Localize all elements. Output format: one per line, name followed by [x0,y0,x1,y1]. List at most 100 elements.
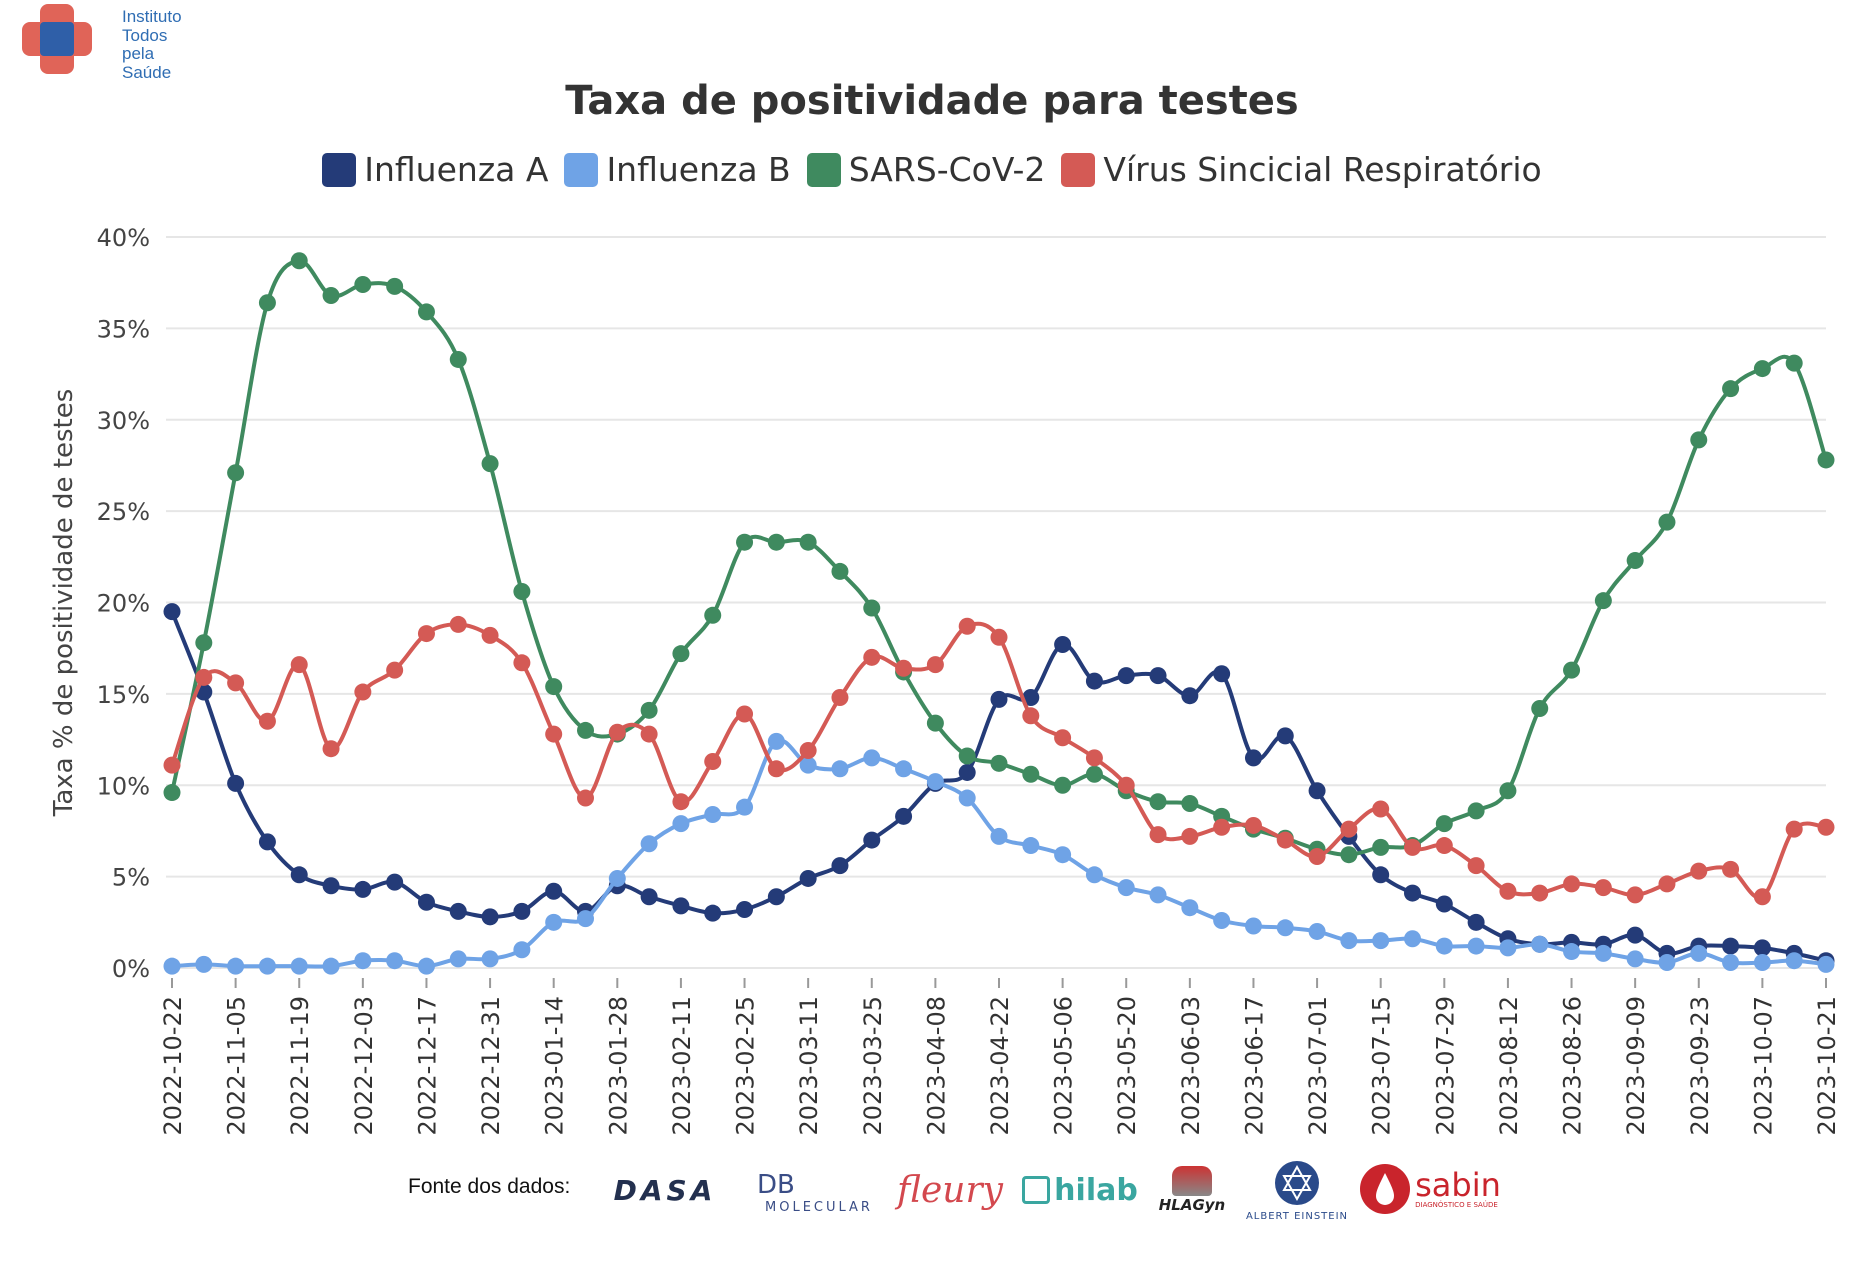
data-point-sars-cov-2 [1467,802,1485,820]
legend-label: Vírus Sincicial Respiratório [1103,150,1542,189]
x-tick-label: 2022-12-17 [413,996,441,1135]
data-point-sars-cov-2 [672,645,690,663]
hlagyn-logo-text: HLAGyn [1158,1196,1226,1214]
data-point-influenza-b [1054,846,1072,864]
data-point-sars-cov-2 [227,464,245,482]
data-point-v-rus-sincicial-respirat-rio [608,723,626,741]
x-tick-label: 2022-11-05 [223,996,251,1135]
data-point-influenza-a [322,877,340,895]
org-logo-icon [22,4,92,74]
data-point-sars-cov-2 [831,562,849,580]
data-point-influenza-b [227,957,245,975]
data-point-v-rus-sincicial-respirat-rio [1085,749,1103,767]
data-point-sars-cov-2 [1531,699,1549,717]
data-point-influenza-a [672,897,690,915]
x-tick-label: 2023-06-17 [1240,996,1268,1135]
x-tick-label: 2023-01-28 [604,996,632,1135]
data-point-influenza-b [577,910,594,928]
db-molecular-logo-text: DB [757,1169,795,1200]
data-point-influenza-b [767,732,785,750]
data-point-sars-cov-2 [1658,513,1676,531]
x-tick-label: 2023-10-21 [1813,996,1841,1135]
data-point-influenza-b [481,950,499,968]
x-tick-label: 2023-02-25 [732,996,760,1135]
data-point-influenza-b [322,957,340,975]
data-point-sars-cov-2 [1372,838,1390,856]
data-point-v-rus-sincicial-respirat-rio [1499,882,1517,900]
data-point-sars-cov-2 [1054,776,1072,794]
x-tick-label: 2023-09-09 [1622,996,1650,1135]
data-point-influenza-a [1213,665,1231,683]
legend-swatch [322,152,357,187]
legend-label: Influenza B [606,150,791,189]
data-point-v-rus-sincicial-respirat-rio [863,648,881,666]
data-point-influenza-a [386,873,404,891]
sabin-drop-icon [1360,1164,1411,1214]
y-tick-label: 5% [112,864,150,892]
data-point-influenza-a [1404,884,1421,902]
data-point-v-rus-sincicial-respirat-rio [736,705,754,723]
hilab-logo: hilab [1018,1160,1142,1220]
legend-item[interactable]: Influenza B [564,150,791,189]
line-chart: 0% 5% 10% 15% 20% 25% 30% 35% 40% Taxa % de posit… [49,224,1841,1135]
data-point-v-rus-sincicial-respirat-rio [1054,729,1072,747]
data-point-sars-cov-2 [863,599,881,617]
legend-item[interactable]: Influenza A [322,150,548,189]
x-tick-label: 2023-04-22 [986,996,1014,1135]
data-point-sars-cov-2 [163,784,181,802]
data-point-sars-cov-2 [322,286,340,304]
hilab-icon [1022,1176,1051,1204]
data-point-sars-cov-2 [1181,795,1199,813]
data-point-v-rus-sincicial-respirat-rio [704,752,722,770]
hlagyn-logo: HLAGyn [1152,1152,1232,1228]
data-point-sars-cov-2 [417,303,435,321]
data-point-influenza-a [163,603,181,621]
data-point-influenza-b [1372,932,1390,950]
y-tick-label: 30% [97,407,150,435]
data-point-influenza-a [1722,937,1740,955]
legend-item[interactable]: Vírus Sincicial Respiratório [1061,150,1542,189]
fleury-logo: fleury [890,1160,1010,1220]
data-point-influenza-b [386,952,404,970]
data-point-v-rus-sincicial-respirat-rio [258,712,276,730]
data-point-sars-cov-2 [290,252,308,270]
data-point-influenza-a [799,869,817,887]
data-point-v-rus-sincicial-respirat-rio [1276,831,1294,849]
albert-einstein-logo-text: ALBERT EINSTEIN [1245,1210,1349,1222]
data-point-influenza-b [1340,932,1358,950]
legend-swatch [806,152,841,187]
data-point-influenza-b [1085,866,1103,884]
star-of-david-icon [1275,1160,1319,1205]
data-point-influenza-a [1626,926,1644,944]
y-tick-label: 0% [112,955,150,983]
data-point-influenza-b [513,941,531,959]
data-point-v-rus-sincicial-respirat-rio [1626,886,1644,904]
data-point-influenza-a [895,807,913,825]
data-point-influenza-b [1563,943,1581,961]
data-point-influenza-a [545,882,563,900]
data-point-sars-cov-2 [1022,765,1040,783]
data-point-sars-cov-2 [1690,431,1708,449]
data-point-influenza-b [163,957,181,975]
data-point-influenza-b [1435,937,1453,955]
data-point-v-rus-sincicial-respirat-rio [1022,707,1040,725]
legend-item[interactable]: SARS-CoV-2 [806,150,1045,189]
data-point-influenza-b [863,749,881,767]
data-point-influenza-b [1817,955,1835,973]
data-point-v-rus-sincicial-respirat-rio [1404,838,1421,856]
data-point-influenza-b [704,805,722,823]
data-point-influenza-a [990,690,1008,708]
sabin-logo-text: sabin [1415,1166,1501,1204]
data-point-sars-cov-2 [704,606,722,624]
data-point-influenza-a [736,901,754,919]
data-point-v-rus-sincicial-respirat-rio [895,659,913,677]
sabin-logo-sub: DIAGNÓSTICO E SAÚDE [1415,1201,1498,1209]
fleury-logo-text: fleury [896,1169,1004,1211]
data-point-sars-cov-2 [1626,551,1644,569]
data-point-sars-cov-2 [799,533,817,551]
data-point-v-rus-sincicial-respirat-rio [1594,879,1612,897]
data-point-v-rus-sincicial-respirat-rio [322,740,340,758]
data-point-sars-cov-2 [990,754,1008,772]
data-point-sars-cov-2 [354,276,372,294]
data-point-influenza-b [1690,944,1708,962]
